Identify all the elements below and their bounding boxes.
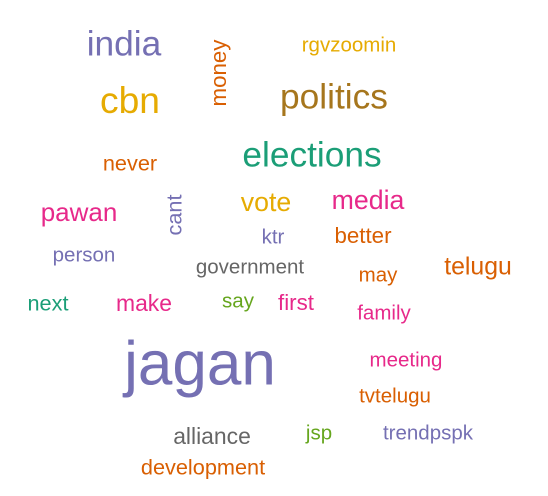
word-telugu: telugu [444,254,512,281]
word-cbn: cbn [100,79,160,121]
word-pawan: pawan [41,197,118,227]
word-may: may [359,263,398,286]
word-government: government [196,255,305,278]
word-india: india [87,24,162,63]
word-rgvzoomin: rgvzoomin [302,33,397,56]
word-media: media [332,185,405,215]
word-say: say [222,289,255,312]
word-development: development [141,455,265,480]
word-person: person [53,243,116,266]
word-tvtelugu: tvtelugu [359,384,431,407]
word-trendpspk: trendpspk [383,421,474,444]
word-cant: cant [162,195,187,236]
word-money: money [206,39,231,107]
word-make: make [116,290,172,316]
word-jsp: jsp [305,421,332,444]
word-better: better [334,223,392,248]
word-first: first [278,290,315,315]
word-alliance: alliance [173,423,251,449]
word-politics: politics [280,77,388,116]
word-jagan: jagan [122,329,276,398]
word-meeting: meeting [370,348,443,371]
word-vote: vote [241,187,291,217]
word-never: never [103,151,157,176]
word-family: family [357,301,411,324]
word-next: next [28,291,69,316]
word-elections: elections [242,135,381,174]
word-ktr: ktr [262,225,285,248]
